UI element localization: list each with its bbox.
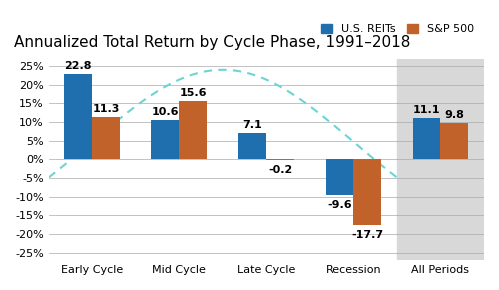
Bar	[64, 74, 92, 159]
Bar	[179, 101, 207, 159]
Bar	[413, 118, 441, 159]
Text: 22.8: 22.8	[64, 61, 92, 71]
Bar	[325, 159, 353, 195]
Bar	[239, 133, 266, 159]
Text: 11.1: 11.1	[413, 105, 440, 115]
Bar	[441, 123, 469, 159]
Text: Annualized Total Return by Cycle Phase, 1991–2018: Annualized Total Return by Cycle Phase, …	[14, 35, 410, 50]
Bar	[353, 159, 381, 225]
Text: 11.3: 11.3	[92, 104, 120, 114]
Bar	[151, 120, 179, 159]
Bar	[92, 117, 120, 159]
Legend: U.S. REITs, S&P 500: U.S. REITs, S&P 500	[317, 20, 479, 39]
Text: 7.1: 7.1	[243, 120, 262, 130]
Bar	[397, 59, 484, 260]
Text: -17.7: -17.7	[351, 230, 383, 240]
Text: 15.6: 15.6	[180, 88, 207, 98]
Text: 10.6: 10.6	[152, 107, 179, 117]
Text: -0.2: -0.2	[268, 165, 292, 175]
Bar	[266, 159, 294, 160]
Text: -9.6: -9.6	[327, 200, 352, 210]
Text: 9.8: 9.8	[445, 110, 465, 120]
